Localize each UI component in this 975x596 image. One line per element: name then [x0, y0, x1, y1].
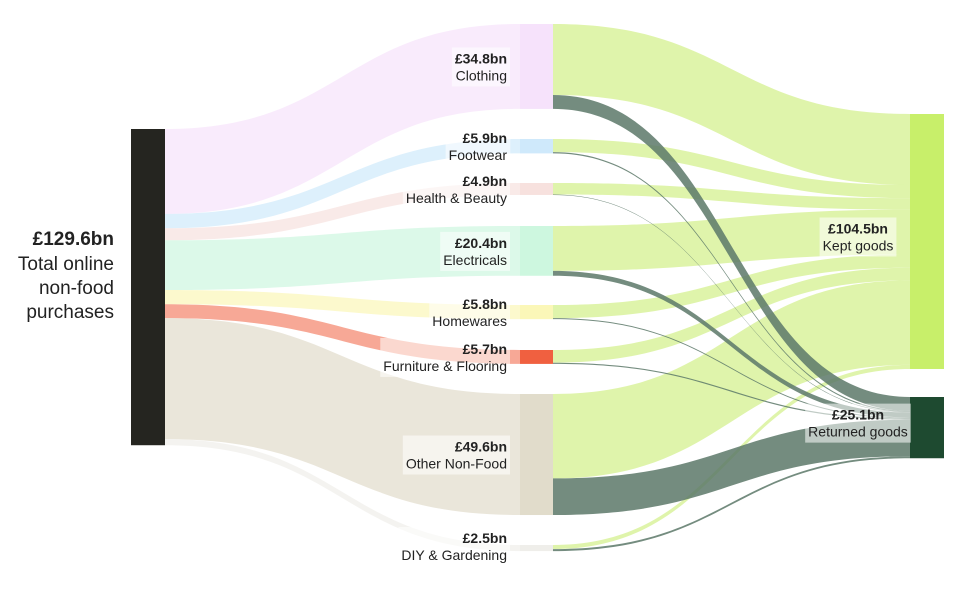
total-value-label: £129.6bn: [33, 229, 114, 250]
label-name-othernonfood: Other Non-Food: [406, 456, 507, 472]
label-plate: [805, 403, 911, 443]
label-value-diy: £2.5bn: [463, 530, 507, 546]
link-health-to-kept: [553, 183, 910, 210]
label-plate: [451, 47, 510, 87]
link-footwear-to-returned: [553, 152, 910, 413]
label-name-furniture: Furniture & Flooring: [383, 358, 507, 374]
label-value-kept: £104.5bn: [828, 220, 888, 236]
node-furniture: [520, 350, 553, 364]
node-clothing: [520, 24, 553, 109]
label-name-clothing: Clothing: [456, 67, 507, 83]
label-plate: [429, 293, 510, 333]
node-health: [520, 183, 553, 195]
label-value-clothing: £34.8bn: [455, 50, 507, 66]
right-links: [553, 24, 910, 552]
link-clothing-to-kept: [553, 24, 910, 186]
label-plate: [398, 527, 510, 566]
link-health-to-returned: [553, 194, 910, 413]
label-name-footwear: Footwear: [449, 147, 508, 163]
total-name-label: non-food: [39, 278, 114, 299]
label-name-returned: Returned goods: [808, 424, 908, 440]
label-plate: [440, 231, 510, 271]
label-value-furniture: £5.7bn: [463, 341, 507, 357]
node-footwear: [520, 139, 553, 154]
labels: £129.6bn Total online non-food purchases £34…: [18, 47, 911, 566]
link-diy-to-returned: [553, 456, 910, 552]
link-total-to-footwear: [165, 139, 520, 229]
label-value-returned: £25.1bn: [832, 407, 884, 423]
label-plate: [445, 127, 511, 167]
label-name-diy: DIY & Gardening: [401, 547, 507, 563]
label-plate: [380, 337, 510, 377]
link-homewares-to-returned: [553, 318, 910, 419]
link-total-to-diy: [165, 439, 520, 552]
label-value-health: £4.9bn: [463, 173, 507, 189]
node-diy: [520, 545, 553, 552]
node-returned: [910, 397, 944, 459]
link-furniture-to-returned: [553, 362, 910, 420]
label-name-kept: Kept goods: [823, 237, 894, 253]
total-name-label: Total online: [18, 254, 114, 275]
node-kept: [910, 114, 944, 369]
link-othernonfood-to-returned: [553, 419, 910, 516]
node-othernonfood: [520, 394, 553, 516]
link-total-to-electricals: [165, 226, 520, 291]
label-plate: [819, 217, 897, 257]
link-furniture-to-kept: [553, 267, 910, 363]
total-name-label: purchases: [26, 302, 114, 323]
node-electricals: [520, 226, 553, 276]
label-name-homewares: Homewares: [432, 313, 507, 329]
nodes: [131, 24, 944, 552]
link-total-to-clothing: [165, 24, 520, 214]
link-footwear-to-kept: [553, 139, 910, 199]
label-value-homewares: £5.8bn: [463, 296, 507, 312]
label-value-footwear: £5.9bn: [463, 130, 507, 146]
link-othernonfood-to-kept: [553, 280, 910, 479]
label-value-electricals: £20.4bn: [455, 235, 507, 251]
link-homewares-to-kept: [553, 254, 910, 319]
link-electricals-to-returned: [553, 270, 910, 418]
label-plate: [402, 169, 510, 209]
link-clothing-to-returned: [553, 95, 910, 411]
label-name-electricals: Electricals: [443, 252, 507, 268]
node-homewares: [520, 305, 553, 320]
node-total: [131, 129, 165, 446]
label-plate: [402, 435, 510, 475]
label-name-health: Health & Beauty: [406, 190, 507, 206]
label-value-othernonfood: £49.6bn: [455, 439, 507, 455]
